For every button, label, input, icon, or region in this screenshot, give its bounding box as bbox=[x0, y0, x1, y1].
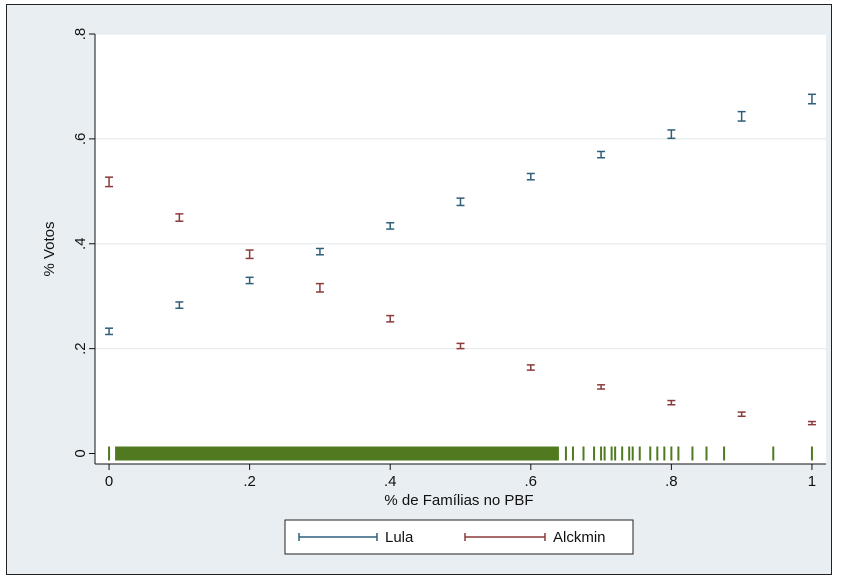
point-alckmin bbox=[245, 249, 254, 260]
point-lula bbox=[175, 301, 184, 310]
x-tick-label: .2 bbox=[243, 473, 256, 490]
point-alckmin bbox=[807, 420, 816, 426]
point-alckmin bbox=[667, 399, 676, 406]
y-axis-title: % Votos bbox=[41, 221, 58, 276]
y-tick-label: .2 bbox=[72, 342, 89, 355]
rug-dense-band bbox=[116, 446, 559, 461]
point-alckmin bbox=[737, 411, 746, 418]
plot-area bbox=[95, 34, 826, 464]
point-alckmin bbox=[526, 364, 535, 371]
y-tick-label: .4 bbox=[72, 237, 89, 250]
point-alckmin bbox=[456, 342, 465, 350]
legend-item-alckmin: Alckmin bbox=[464, 529, 606, 546]
point-lula bbox=[456, 197, 465, 207]
x-tick-label: 1 bbox=[808, 473, 816, 490]
point-lula bbox=[245, 276, 254, 285]
point-alckmin bbox=[105, 176, 114, 188]
point-lula bbox=[807, 93, 816, 105]
y-tick-label: .8 bbox=[72, 28, 89, 41]
point-lula bbox=[386, 222, 395, 230]
x-tick-label: .4 bbox=[384, 473, 397, 490]
scatter-chart: 0 .2 .4 .6 .8 1 0 .2 .4 .6 .8 % de Famílias no PB… bbox=[41, 28, 826, 555]
y-tick-label: .6 bbox=[72, 133, 89, 146]
y-tick-label: 0 bbox=[72, 449, 89, 457]
point-lula bbox=[667, 129, 676, 140]
legend-label: Lula bbox=[385, 529, 414, 546]
point-alckmin bbox=[386, 314, 395, 323]
legend-item-lula: Lula bbox=[298, 529, 414, 546]
legend: Lula Alckmin bbox=[284, 519, 634, 555]
chart-frame: 0 .2 .4 .6 .8 1 0 .2 .4 .6 .8 % de Famílias no PB… bbox=[6, 4, 832, 575]
x-axis-title: % de Famílias no PBF bbox=[384, 492, 533, 509]
point-lula bbox=[737, 110, 746, 122]
legend-label: Alckmin bbox=[553, 529, 606, 546]
x-tick-label: .8 bbox=[665, 473, 678, 490]
point-lula bbox=[315, 247, 324, 256]
point-lula bbox=[105, 327, 114, 336]
point-alckmin bbox=[175, 213, 184, 222]
point-alckmin bbox=[597, 384, 606, 390]
point-lula bbox=[597, 150, 606, 159]
x-tick-label: 0 bbox=[105, 473, 113, 490]
point-alckmin bbox=[315, 282, 324, 293]
x-tick-label: .6 bbox=[525, 473, 538, 490]
point-lula bbox=[526, 172, 535, 181]
